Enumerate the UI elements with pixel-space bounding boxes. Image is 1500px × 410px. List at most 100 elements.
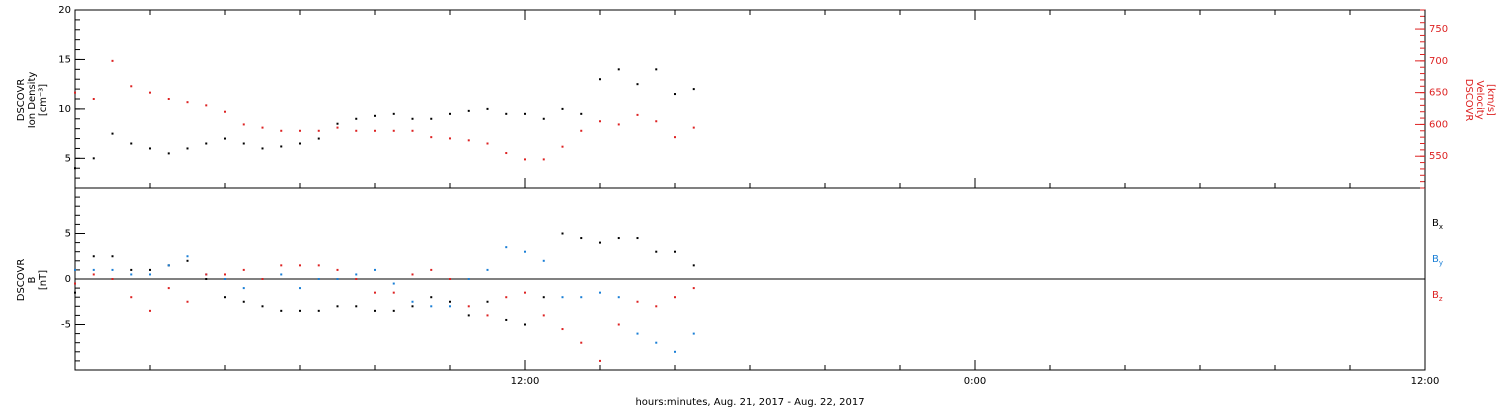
data-point — [505, 112, 508, 115]
data-point — [317, 264, 320, 267]
data-point — [486, 142, 489, 145]
data-point — [392, 112, 395, 115]
data-point — [92, 273, 95, 276]
data-point — [580, 341, 583, 344]
legend: Bx By Bz — [1432, 218, 1443, 303]
data-point — [205, 142, 208, 145]
data-point — [355, 278, 358, 280]
data-point — [205, 104, 208, 107]
data-point — [692, 332, 695, 335]
data-point — [74, 167, 76, 170]
data-point — [542, 314, 545, 317]
data-point — [449, 300, 451, 303]
top-right-tick-label: 600 — [1429, 119, 1448, 130]
data-point — [111, 132, 114, 135]
series-bot-1 — [74, 246, 695, 353]
data-point — [242, 142, 245, 145]
data-point — [449, 278, 451, 280]
data-point — [299, 309, 301, 312]
data-point — [599, 78, 601, 81]
data-point — [336, 278, 339, 280]
data-point — [655, 120, 658, 123]
data-point — [655, 68, 658, 71]
data-point — [561, 296, 564, 299]
data-point — [149, 273, 151, 276]
x-tick-label: 12:00 — [511, 376, 540, 387]
data-point — [355, 129, 358, 132]
data-point — [111, 255, 114, 258]
data-point — [505, 246, 508, 249]
data-point — [317, 137, 320, 140]
bottom-left-tick-label: 5 — [65, 229, 71, 240]
data-point — [430, 305, 433, 308]
bottom-left-tick-label: 0 — [65, 274, 71, 285]
data-point — [449, 137, 451, 140]
data-point — [355, 273, 358, 276]
data-point — [224, 273, 226, 276]
data-point — [186, 300, 189, 303]
top-left-ylabel-line2: Ion Density — [27, 72, 38, 129]
data-point — [674, 250, 676, 253]
top-left-tick-label: 15 — [58, 54, 71, 65]
series-top-0 — [74, 68, 695, 170]
data-point — [242, 123, 245, 126]
data-point — [74, 282, 76, 285]
data-point — [92, 268, 95, 271]
data-point — [561, 107, 564, 110]
data-point — [655, 250, 658, 253]
data-point — [186, 147, 189, 150]
top-left-tick-label: 10 — [58, 104, 71, 115]
data-point — [374, 291, 376, 294]
data-point — [636, 300, 639, 303]
data-point — [374, 129, 376, 132]
data-point — [149, 91, 151, 94]
data-point — [111, 268, 114, 271]
data-point — [242, 300, 245, 303]
data-point — [167, 152, 170, 155]
data-point — [430, 296, 433, 299]
data-point — [74, 91, 76, 94]
data-point — [561, 232, 564, 235]
top-right-ylabel-line3: [km/s] — [1485, 84, 1496, 116]
data-point — [261, 305, 264, 308]
data-point — [617, 123, 620, 126]
data-point — [486, 300, 489, 303]
data-point — [467, 305, 470, 308]
data-point — [692, 264, 695, 267]
bottom-left-ylabel-line2: B — [27, 276, 38, 283]
data-point — [486, 314, 489, 317]
top-left-tick-label: 20 — [58, 5, 71, 16]
data-point — [542, 296, 545, 299]
data-point — [599, 291, 601, 294]
data-point — [74, 268, 76, 271]
top-right-tick-label: 650 — [1429, 88, 1448, 99]
data-point — [92, 98, 95, 100]
data-point — [224, 110, 226, 113]
data-point — [674, 93, 676, 96]
data-point — [617, 296, 620, 299]
data-point — [186, 259, 189, 262]
data-point — [299, 142, 301, 145]
data-point — [617, 237, 620, 240]
bottom-left-ylabel-line3: [nT] — [38, 270, 49, 290]
data-point — [580, 296, 583, 299]
data-point — [561, 145, 564, 148]
data-point — [299, 287, 301, 290]
bottom-series-group — [74, 232, 695, 362]
data-point — [599, 120, 601, 123]
data-point — [392, 291, 395, 294]
data-point — [430, 117, 433, 120]
data-point — [374, 114, 376, 117]
data-point — [655, 305, 658, 308]
data-point — [542, 259, 545, 262]
data-point — [636, 113, 639, 116]
data-point — [392, 282, 395, 285]
data-point — [411, 129, 414, 132]
data-point — [430, 136, 433, 139]
data-point — [280, 273, 283, 276]
data-point — [392, 129, 395, 132]
data-point — [674, 350, 676, 353]
top-left-ylabel-line1: DSCOVR — [16, 79, 27, 122]
data-point — [92, 157, 95, 160]
data-point — [261, 126, 264, 129]
